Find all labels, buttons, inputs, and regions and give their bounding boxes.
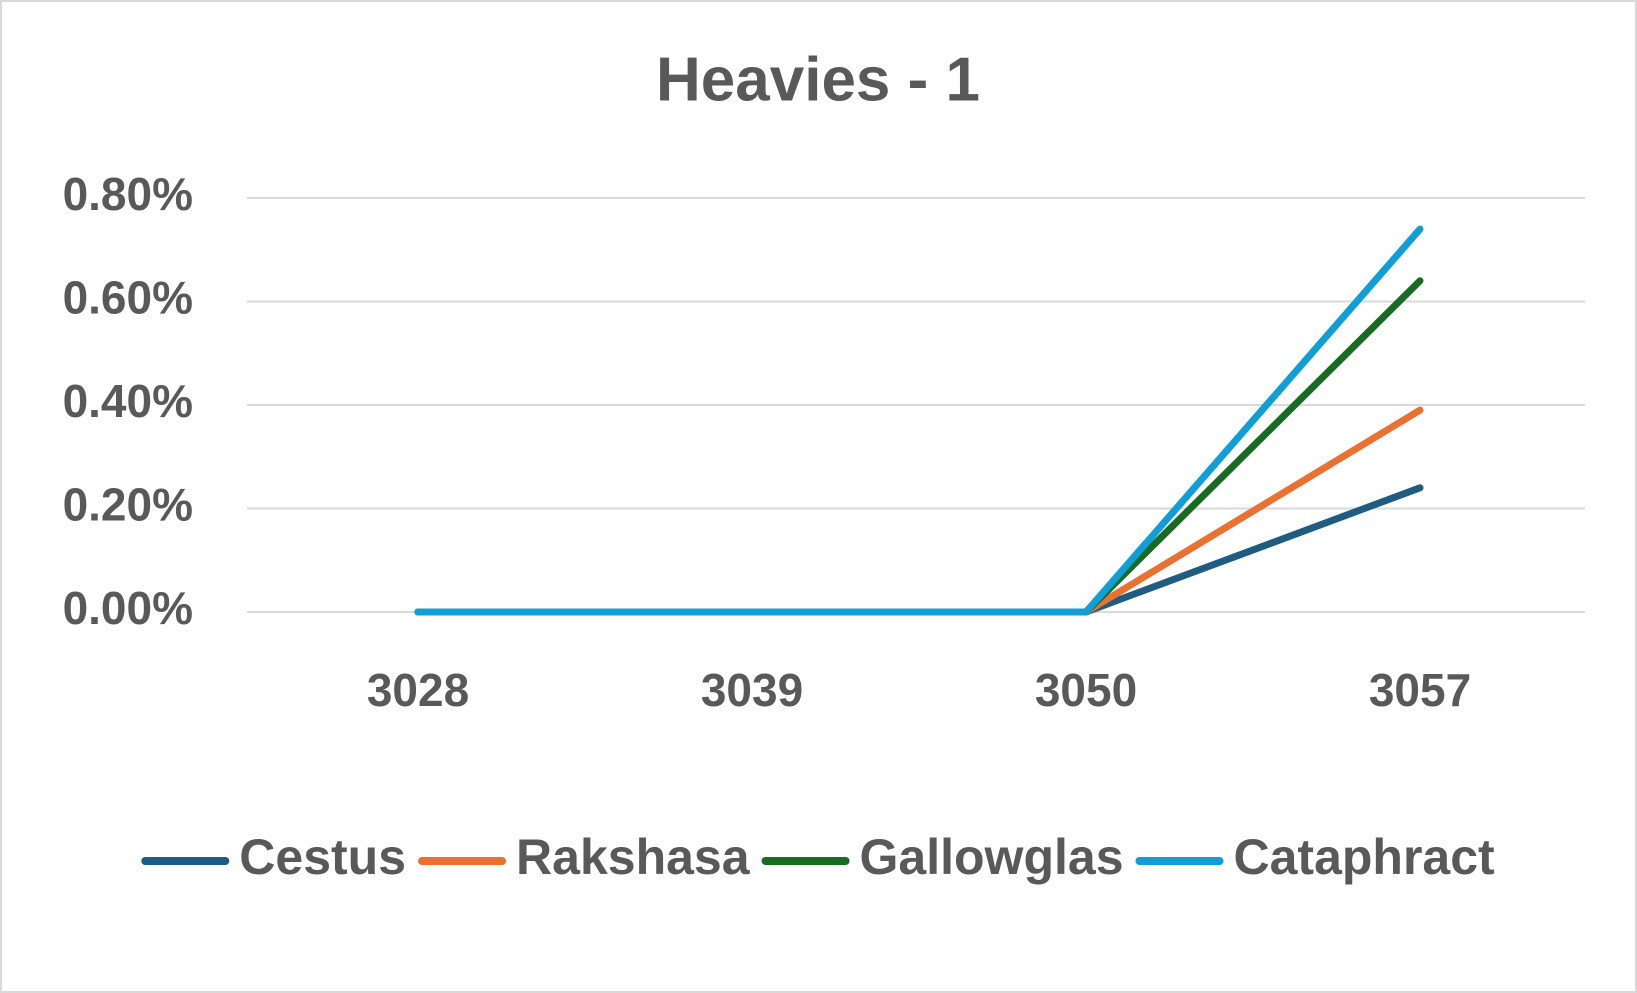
y-tick-label: 0.80% <box>63 168 193 220</box>
x-tick-label: 3028 <box>367 664 469 716</box>
x-tick-label: 3057 <box>1369 664 1471 716</box>
y-tick-label: 0.00% <box>63 582 193 634</box>
y-tick-label: 0.20% <box>63 479 193 531</box>
y-tick-label: 0.40% <box>63 375 193 427</box>
chart-title: Heavies - 1 <box>656 45 980 114</box>
x-tick-label: 3039 <box>701 664 803 716</box>
legend-label: Cestus <box>239 829 406 885</box>
x-tick-label: 3050 <box>1035 664 1137 716</box>
legend-label: Rakshasa <box>516 829 751 885</box>
legend-label: Cataphract <box>1234 829 1496 885</box>
series-line <box>414 225 1424 616</box>
legend-label: Gallowglas <box>860 829 1124 885</box>
y-tick-label: 0.60% <box>63 272 193 324</box>
